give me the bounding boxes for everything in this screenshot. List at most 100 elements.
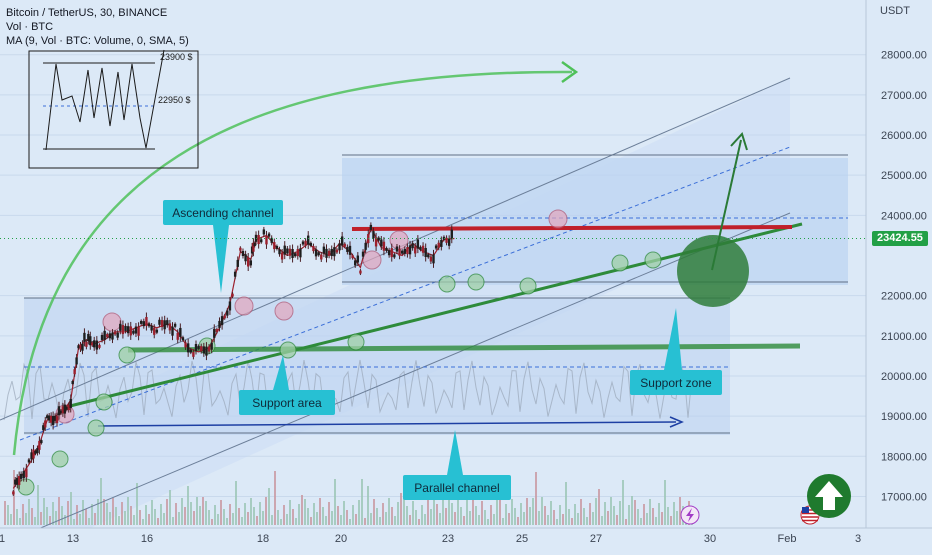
candle bbox=[160, 320, 164, 328]
volume-bar bbox=[145, 505, 147, 525]
candle bbox=[403, 248, 406, 254]
candle bbox=[374, 237, 378, 247]
volume-bar bbox=[181, 498, 183, 525]
volume-bar bbox=[133, 515, 135, 525]
support-pivot-marker bbox=[347, 333, 365, 351]
volume-bar bbox=[232, 513, 234, 525]
volume-bar bbox=[13, 470, 15, 525]
volume-bar bbox=[331, 511, 333, 525]
blue-arrow-head bbox=[669, 416, 684, 428]
volume-bar bbox=[112, 498, 114, 525]
candle bbox=[134, 326, 138, 334]
volume-bar bbox=[628, 505, 630, 525]
volume-bar bbox=[217, 514, 219, 525]
support-pivot-marker bbox=[118, 346, 136, 364]
volume-bar bbox=[211, 519, 213, 525]
volume-bar bbox=[127, 497, 129, 525]
candle bbox=[34, 450, 37, 454]
volume-bar bbox=[394, 516, 396, 525]
volume-bar bbox=[307, 508, 309, 525]
x-tick-label: Feb bbox=[778, 533, 797, 545]
volume-bar bbox=[322, 507, 324, 525]
candle bbox=[163, 320, 166, 330]
volume-bar bbox=[334, 479, 336, 525]
candle bbox=[387, 250, 391, 256]
candle bbox=[442, 236, 446, 240]
volume-bar bbox=[58, 497, 60, 525]
x-tick-label: 18 bbox=[257, 533, 269, 545]
volume-bar bbox=[538, 511, 540, 525]
support-pivot-marker bbox=[467, 273, 485, 291]
volume-bar bbox=[274, 471, 276, 525]
y-tick-label: 25000.00 bbox=[881, 170, 927, 182]
candle bbox=[253, 242, 256, 246]
candle bbox=[116, 332, 119, 338]
candle bbox=[408, 245, 412, 255]
candle bbox=[22, 471, 25, 479]
candle bbox=[12, 491, 15, 495]
candle bbox=[419, 246, 422, 250]
volume-bar bbox=[373, 499, 375, 525]
volume-bar bbox=[592, 512, 594, 525]
callout-support-area-pointer bbox=[273, 355, 289, 390]
volume-bar bbox=[514, 508, 516, 525]
volume-bar bbox=[400, 493, 402, 525]
volume-bar bbox=[658, 503, 660, 525]
currency-label: USDT bbox=[880, 5, 910, 17]
volume-bar bbox=[94, 513, 96, 525]
volume-bar bbox=[526, 498, 528, 525]
volume-bar bbox=[490, 505, 492, 525]
candle bbox=[194, 344, 198, 352]
x-tick-label: 13 bbox=[67, 533, 79, 545]
volume-bar bbox=[559, 505, 561, 525]
volume-bar bbox=[286, 514, 288, 525]
volume-bar bbox=[643, 504, 645, 525]
candle bbox=[327, 250, 331, 256]
candle bbox=[416, 239, 420, 249]
y-tick-label: 26000.00 bbox=[881, 130, 927, 142]
candle bbox=[73, 369, 76, 375]
volume-bar bbox=[310, 517, 312, 525]
candle bbox=[184, 342, 187, 348]
volume-bar bbox=[166, 499, 168, 525]
ascending-channel-fill bbox=[20, 78, 790, 555]
volume-bar bbox=[442, 499, 444, 525]
volume-bar bbox=[28, 499, 30, 525]
volume-bar bbox=[418, 519, 420, 525]
candle bbox=[153, 327, 156, 335]
volume-bar bbox=[64, 515, 66, 525]
candle bbox=[51, 416, 55, 426]
target-zone-circle bbox=[677, 235, 749, 307]
candle bbox=[280, 252, 284, 260]
volume-bar bbox=[619, 501, 621, 525]
volume-bar bbox=[301, 495, 303, 525]
volume-bar bbox=[625, 519, 627, 525]
candle bbox=[119, 323, 122, 331]
candle bbox=[377, 237, 380, 241]
candle bbox=[445, 237, 448, 243]
support-pivot-marker bbox=[644, 251, 662, 269]
volume-bar bbox=[52, 502, 54, 525]
candle bbox=[275, 245, 279, 249]
resistance-pivot-marker bbox=[274, 301, 294, 321]
candle bbox=[390, 248, 393, 258]
candle bbox=[359, 270, 362, 274]
y-tick-label: 20000.00 bbox=[881, 371, 927, 383]
volume-bar bbox=[433, 500, 435, 525]
volume-bar bbox=[55, 511, 57, 525]
candle bbox=[95, 340, 99, 350]
volume-bar bbox=[67, 501, 69, 525]
y-tick-label: 18000.00 bbox=[881, 451, 927, 463]
candle bbox=[36, 448, 39, 454]
candle bbox=[314, 249, 318, 257]
volume-bar bbox=[577, 513, 579, 525]
candle bbox=[207, 346, 211, 352]
volume-bar bbox=[601, 516, 603, 525]
volume-bar bbox=[676, 511, 678, 525]
volume-bar bbox=[82, 500, 84, 525]
volume-bar bbox=[103, 499, 105, 525]
volume-bar bbox=[253, 507, 255, 525]
candle bbox=[231, 293, 234, 297]
candle bbox=[173, 323, 177, 327]
